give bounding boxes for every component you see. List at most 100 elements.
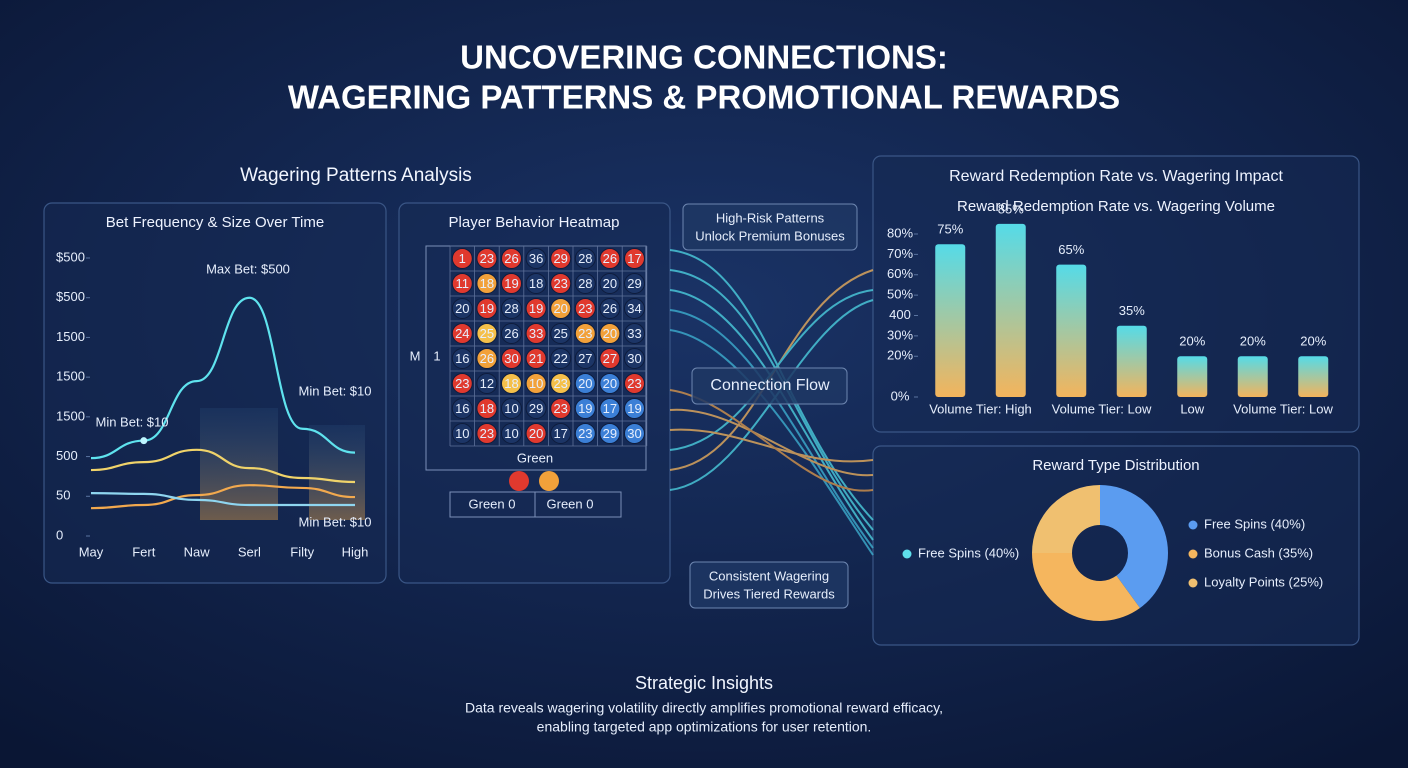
cell-label: 10: [504, 401, 518, 416]
heat-cell: [574, 298, 596, 319]
cell-label: 23: [455, 376, 469, 391]
heat-cell: [550, 373, 572, 394]
heat-cell: [525, 273, 547, 294]
cell-label: 23: [480, 251, 494, 266]
title-line: WAGERING PATTERNS & PROMOTIONAL REWARDS: [288, 79, 1120, 116]
callout-text: Unlock Premium Bonuses: [695, 228, 845, 243]
callout-text: Consistent Wagering: [709, 568, 829, 583]
heat-cell: [624, 298, 645, 319]
x-tick-label: Serl: [238, 544, 261, 559]
cell-label: 16: [455, 401, 469, 416]
bar: [1177, 356, 1208, 397]
callout-text: Connection Flow: [710, 377, 830, 394]
legend-dot: [509, 471, 529, 491]
cell-label: 18: [480, 401, 494, 416]
heat-cell: [451, 273, 473, 294]
insights-title: Strategic Insights: [635, 673, 773, 693]
cell-label: 34: [627, 301, 641, 316]
cell-label: 26: [504, 326, 518, 341]
bar: [995, 223, 1026, 397]
heat-cell: [599, 248, 621, 269]
x-tick-label: Fert: [132, 544, 156, 559]
y-tick-label: 0: [56, 527, 63, 542]
y-tick-label: 1500: [56, 408, 85, 423]
y-tick-label: 50%: [887, 287, 913, 302]
heat-cell: [599, 298, 621, 319]
heat-cell: [476, 273, 498, 294]
x-tick-label: Low: [1180, 401, 1204, 416]
section-title: Wagering Patterns Analysis: [240, 165, 472, 186]
cell-label: 18: [529, 276, 543, 291]
cell-label: 25: [480, 326, 494, 341]
heat-cell: [501, 323, 522, 344]
cell-label: 20: [603, 376, 617, 391]
y-tick-label: 500: [56, 448, 78, 463]
cell-label: 19: [529, 301, 543, 316]
cell-label: 17: [627, 251, 641, 266]
cell-label: 22: [553, 351, 567, 366]
heat-cell: [525, 373, 547, 394]
heat-cell: [451, 248, 473, 269]
cell-label: 30: [504, 351, 518, 366]
cell-label: 19: [504, 276, 518, 291]
legend-dot: [1188, 578, 1198, 588]
x-tick-label: High: [342, 544, 369, 559]
callout-text: High-Risk Patterns: [716, 210, 825, 225]
heat-cell: [550, 323, 572, 344]
cell-label: 27: [603, 351, 617, 366]
cell-label: 19: [578, 401, 592, 416]
cell-label: 10: [504, 426, 518, 441]
line-series: [90, 492, 355, 507]
cell-label: 23: [578, 326, 592, 341]
y-tick-label: 60%: [887, 266, 913, 281]
callout: [682, 203, 858, 251]
y-tick-label: 400: [889, 307, 911, 322]
donut-slice: [1032, 553, 1140, 621]
row-label: 1: [433, 348, 440, 363]
heat-cell: [624, 323, 645, 344]
callout: [689, 561, 849, 609]
cell-label: 33: [627, 326, 641, 341]
cell-label: 26: [603, 301, 617, 316]
y-tick-label: 1500: [56, 329, 85, 344]
cell-label: 23: [553, 376, 567, 391]
donut-slice: [1032, 485, 1100, 553]
heat-cell: [501, 273, 522, 294]
cell-label: 30: [627, 351, 641, 366]
line-series: [90, 448, 356, 484]
value-label: 35%: [1119, 303, 1145, 318]
cell-label: 29: [529, 401, 543, 416]
y-tick-label: 50: [56, 488, 70, 503]
cell-label: 12: [480, 376, 494, 391]
bottom-label: Green 0: [547, 496, 594, 511]
x-tick-label: May: [79, 544, 104, 559]
heat-cell: [476, 423, 498, 444]
cell-label: 17: [553, 426, 567, 441]
callout-text: Drives Tiered Rewards: [703, 586, 835, 601]
heat-cell: [451, 398, 473, 419]
cell-label: 25: [553, 326, 567, 341]
y-tick-label: 0%: [891, 388, 910, 403]
legend-dot: [1188, 549, 1198, 559]
heat-cell: [574, 348, 596, 369]
bar: [1237, 356, 1268, 397]
heat-cell: [624, 248, 645, 269]
annotation: Min Bet: $10: [299, 514, 372, 529]
bar: [1056, 264, 1087, 397]
heat-cell: [550, 398, 572, 419]
cell-label: 21: [529, 351, 543, 366]
legend-label: Bonus Cash (35%): [1204, 545, 1313, 560]
heat-cell: [451, 423, 473, 444]
cell-label: 16: [455, 351, 469, 366]
highlight-dot: [140, 437, 148, 445]
heat-cell: [525, 323, 547, 344]
cell-label: 23: [578, 301, 592, 316]
heatmap-footer: Green: [517, 450, 553, 465]
x-tick-label: Volume Tier: High: [929, 401, 1032, 416]
annotation: Min Bet: $10: [96, 414, 169, 429]
cell-label: 23: [553, 276, 567, 291]
line-series: [90, 484, 356, 510]
cell-label: 23: [553, 401, 567, 416]
cell-label: 18: [504, 376, 518, 391]
